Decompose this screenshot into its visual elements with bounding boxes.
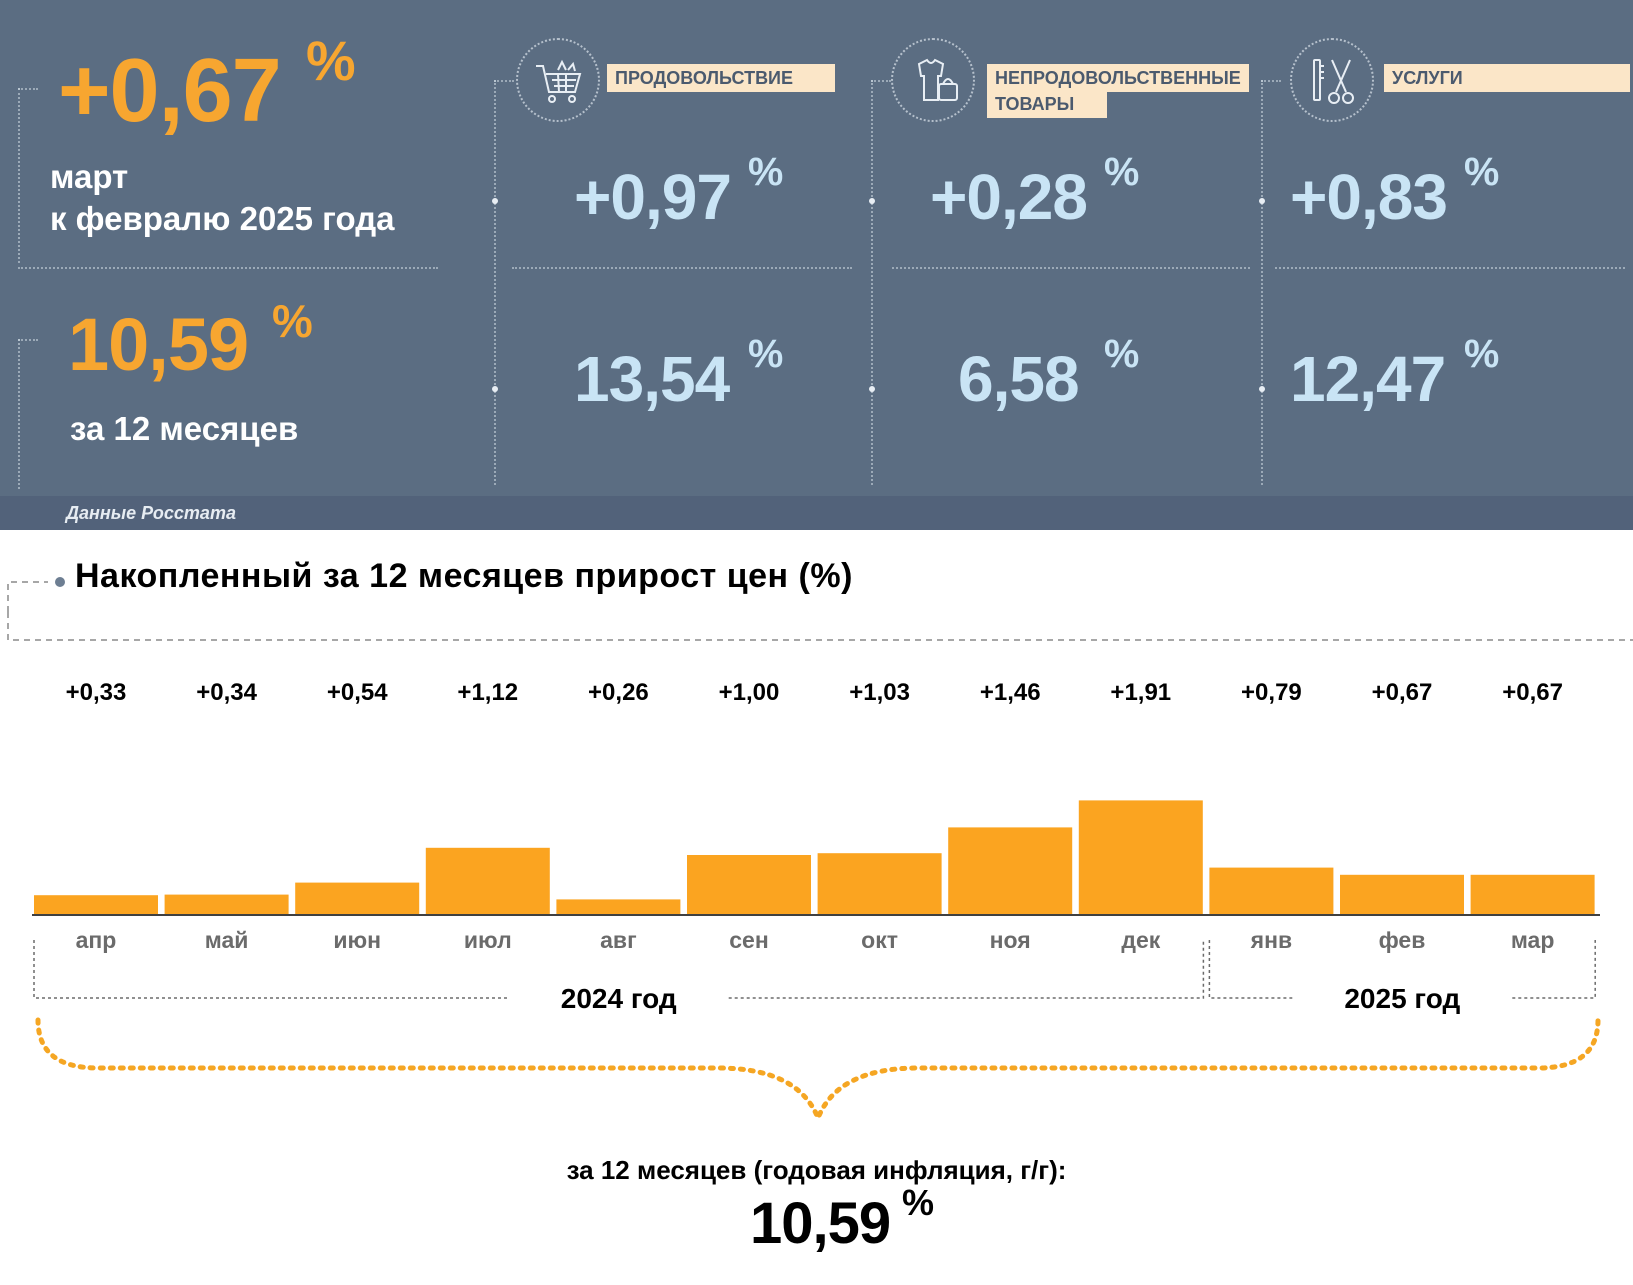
divider [871,80,873,485]
data-label-ноя: +1,46 [980,679,1041,706]
divider [18,267,438,269]
category-label-nonfood-line2: ТОВАРЫ [987,90,1107,118]
data-label-авг: +0,26 [588,679,649,706]
source-note: Данные Росстата [66,503,236,523]
food-monthly-value: +0,97% [574,150,783,233]
tick-label-сен: сен [729,927,768,953]
summary-brace [35,1017,1601,1125]
divider [1275,267,1625,269]
year-bracket-left [1208,940,1293,999]
bar-сен [687,855,811,915]
node-dot [492,198,498,204]
bar-chart: +0,33 +0,34 +0,54 +1,12 +0,26 +1,00 +1,03 +1,46… [32,679,1601,1125]
tick-label-янв: янв [1250,927,1292,953]
bar-янв [1209,867,1334,915]
data-label-сен: +1,00 [719,679,780,706]
annual-summary-label: за 12 месяцев (годовая инфляция, г/г): [566,1155,1067,1185]
bar-апр [34,895,158,915]
divider [871,80,891,82]
monthly-inflation-value: +0,67% [58,29,356,141]
tick-label-май: май [205,927,249,953]
tick-label-июл: июл [464,927,512,953]
nonfood-monthly-value: +0,28% [930,150,1139,233]
data-label-июл: +1,12 [457,679,518,706]
monthly-caption-line2: к февралю 2025 года [50,200,395,237]
divider [892,267,1250,269]
tick-label-дек: дек [1121,927,1160,953]
chart-title: Накопленный за 12 месяцев прирост цен (%… [75,557,853,595]
data-label-янв: +0,79 [1241,679,1302,706]
bar-дек [1078,800,1203,915]
divider [494,80,514,82]
bar-окт [817,853,942,915]
divider [494,80,496,485]
bar-ноя [948,827,1073,915]
annual-caption: за 12 месяцев [70,410,299,447]
divider [18,339,38,341]
year-bracket-left [33,940,509,999]
annual-inflation-value: 10,59% [68,295,313,386]
data-label-июн: +0,54 [327,679,388,706]
services-monthly-value: +0,83% [1290,150,1499,233]
divider [1261,80,1281,82]
bar-фев [1340,874,1464,915]
node-dot [1259,386,1265,392]
clothing-bag-icon [891,38,975,122]
nonfood-annual-value: 6,58% [958,332,1139,415]
bar-мар [1470,874,1595,915]
scissors-comb-icon [1290,38,1374,122]
tick-label-ноя: ноя [990,927,1031,953]
bar-июн [295,882,420,915]
year-label: 2024 год [561,983,677,1014]
data-label-апр: +0,33 [66,679,127,706]
data-label-мар: +0,67 [1502,679,1563,706]
annual-summary-value: 10,59% [750,1182,934,1256]
tick-label-мар: мар [1511,927,1555,953]
year-bracket-right [1512,940,1596,999]
tick-label-фев: фев [1379,927,1426,953]
divider [512,267,852,269]
tick-label-окт: окт [861,927,898,953]
node-dot [1259,198,1265,204]
data-label-окт: +1,03 [849,679,910,706]
inflation-summary-panel: +0,67% март к февралю 2025 года 10,59% з… [0,0,1633,530]
year-bracket-right [728,940,1205,999]
data-label-май: +0,34 [196,679,257,706]
data-label-фев: +0,67 [1372,679,1433,706]
divider [18,339,20,489]
food-annual-value: 13,54% [574,332,783,415]
category-label-services: УСЛУГИ [1384,64,1630,92]
category-label-food: ПРОДОВОЛЬСТВИЕ [607,64,835,92]
bar-июл [425,847,550,915]
bar-май [164,894,289,915]
title-frame [7,577,1633,641]
node-dot [869,198,875,204]
bar-авг [556,899,681,915]
monthly-caption-line1: март [50,158,129,195]
year-label: 2025 год [1344,983,1460,1014]
tick-label-июн: июн [333,927,381,953]
category-label-nonfood: НЕПРОДОВОЛЬСТВЕННЫЕ [987,64,1249,92]
node-dot [869,386,875,392]
divider [18,88,38,90]
tick-label-апр: апр [76,927,117,953]
data-label-дек: +1,91 [1110,679,1171,706]
services-annual-value: 12,47% [1290,332,1499,415]
divider [1261,80,1263,485]
node-dot [492,386,498,392]
shopping-cart-icon [516,38,600,122]
tick-label-авг: авг [600,927,637,953]
divider [18,88,20,263]
source-strip [0,496,1633,530]
